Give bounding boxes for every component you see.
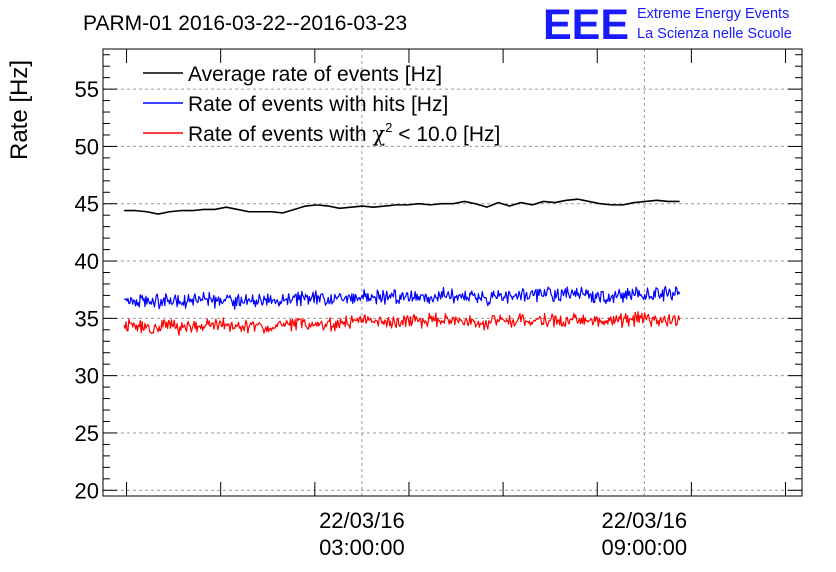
chart-title: PARM-01 2016-03-22--2016-03-23 — [83, 12, 407, 35]
x-tick-time-1: 09:00:00 — [601, 535, 687, 560]
y-tick-label-40: 40 — [75, 249, 99, 274]
series-line-2 — [123, 311, 681, 336]
y-tick-label-45: 45 — [75, 192, 99, 217]
y-tick-label-55: 55 — [75, 77, 99, 102]
legend-chi2-sup: 2 — [385, 120, 392, 135]
y-tick-label-25: 25 — [75, 421, 99, 446]
y-tick-label-20: 20 — [75, 478, 99, 503]
logo-mark: EEE — [543, 1, 629, 49]
eee-logo: EEE Extreme Energy Events La Scienza nel… — [543, 1, 792, 49]
x-tick-time-0: 03:00:00 — [319, 535, 405, 560]
series-line-0 — [124, 198, 680, 215]
logo-line1: Extreme Energy Events — [637, 6, 789, 22]
tick-layer — [103, 49, 802, 496]
x-tick-date-0: 22/03/16 — [319, 508, 405, 533]
grid-layer — [103, 49, 802, 496]
legend-chi2-greek: χ — [372, 122, 385, 146]
y-tick-label-50: 50 — [75, 134, 99, 159]
legend-label-average: Average rate of events [Hz] — [188, 63, 442, 86]
x-tick-date-1: 22/03/16 — [601, 508, 687, 533]
label-layer: 202530354045505522/03/1603:00:0022/03/16… — [75, 77, 688, 560]
y-tick-label-30: 30 — [75, 364, 99, 389]
legend: Average rate of events [Hz] Rate of even… — [143, 63, 500, 146]
logo-line2: La Scienza nelle Scuole — [637, 26, 792, 42]
series-line-1 — [124, 285, 681, 310]
legend-label-chi2: Rate of events with χ2 < 10.0 [Hz] — [188, 120, 500, 146]
y-tick-label-35: 35 — [75, 306, 99, 331]
legend-chi2-prefix: Rate of events with — [188, 123, 372, 146]
legend-label-hits: Rate of events with hits [Hz] — [188, 93, 448, 116]
y-axis-label: Rate [Hz] — [6, 60, 33, 160]
legend-chi2-suffix: < 10.0 [Hz] — [392, 123, 500, 146]
series-layer — [123, 198, 681, 336]
plot-frame — [102, 48, 803, 497]
